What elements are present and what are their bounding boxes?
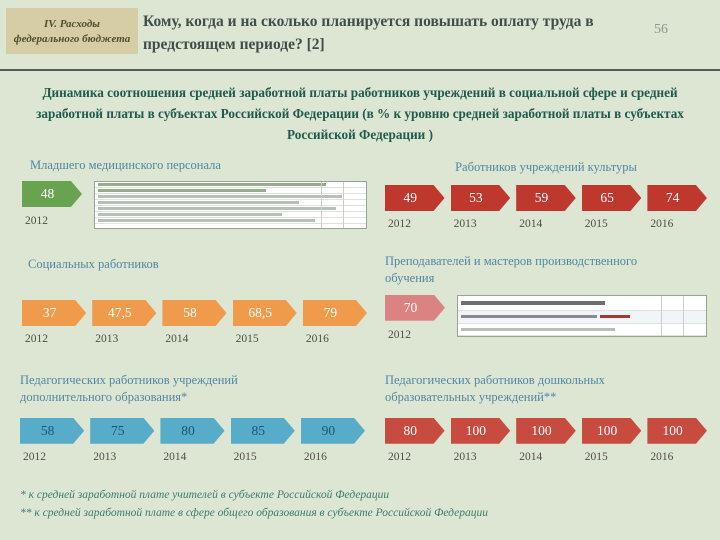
value-label: 80	[181, 422, 195, 438]
year-label: 2014	[519, 218, 543, 230]
value-arrow: 85	[231, 418, 295, 444]
value-label: 79	[323, 305, 338, 320]
value-label: 68,5	[248, 305, 273, 320]
year-label: 2015	[584, 218, 608, 230]
section-heading: Педагогических работников дошкольных обр…	[385, 373, 605, 404]
section-heading: Преподавателей и мастеров производственн…	[385, 254, 638, 285]
value-arrow: 75	[90, 418, 154, 444]
value-label: 100	[662, 422, 683, 438]
value-label: 100	[531, 422, 552, 438]
year-label: 2015	[235, 333, 259, 345]
chart-section-medical: Младшего медицинского персонала 48 2012	[22, 158, 367, 229]
footnotes: * к средней заработной плате учителей в …	[20, 487, 680, 523]
value-arrow: 37	[22, 300, 86, 326]
value-arrow: 48	[22, 181, 82, 207]
value-label: 59	[534, 190, 549, 205]
header-divider	[0, 69, 720, 71]
value-label: 48	[40, 186, 55, 201]
value-arrow: 49	[385, 185, 445, 211]
year-label: 2012	[388, 218, 411, 230]
value-arrow: 100	[647, 418, 707, 444]
value-arrow: 59	[516, 185, 576, 211]
value-arrow: 58	[20, 418, 84, 444]
value-label: 58	[40, 422, 55, 438]
year-label: 2014	[519, 450, 543, 463]
year-label: 2013	[95, 333, 119, 345]
year-label: 2016	[305, 333, 329, 345]
value-label: 90	[321, 422, 336, 438]
value-arrow: 90	[301, 418, 365, 444]
year-label: 2013	[453, 450, 477, 463]
year-label: 2016	[650, 218, 674, 230]
section-heading: Педагогических работников учреждений доп…	[20, 373, 238, 404]
value-label: 65	[600, 190, 614, 205]
value-arrow: 53	[451, 185, 511, 211]
value-label: 53	[469, 190, 483, 205]
year-label: 2012	[23, 450, 46, 463]
year-label: 2013	[93, 450, 117, 463]
slide-title: Кому, когда и на сколько планируется пов…	[143, 13, 594, 54]
value-label: 70	[403, 299, 418, 315]
value-arrow: 47,5	[92, 300, 156, 326]
value-arrow: 65	[582, 185, 642, 211]
value-label: 100	[596, 422, 618, 438]
year-label: 2012	[25, 215, 48, 227]
section-tag: IV. Расходы федерального бюджета	[6, 8, 138, 54]
value-arrow: 80	[385, 418, 445, 444]
value-label: 74	[665, 190, 680, 205]
footnote-1: * к средней заработной плате учителей в …	[20, 489, 390, 501]
value-label: 100	[465, 422, 487, 438]
chart-section-social: Социальных работников 37 47,5 58 68,5 79…	[22, 257, 367, 345]
footnote-2: ** к средней заработной плате в сфере об…	[20, 506, 488, 519]
section-heading: Социальных работников	[28, 257, 159, 271]
section-tag-line2: федерального бюджета	[13, 32, 131, 45]
year-label: 2015	[584, 450, 608, 463]
year-label: 2016	[650, 450, 674, 463]
value-arrow: 80	[160, 418, 224, 444]
year-label: 2012	[25, 333, 48, 345]
value-arrow: 74	[647, 185, 707, 211]
chart-section-culture: Работников учреждений культуры 49 53 59 …	[385, 160, 707, 230]
value-arrow: 58	[162, 300, 226, 326]
value-arrow: 70	[385, 295, 445, 321]
chart-section-preschool-education: Педагогических работников дошкольных обр…	[385, 372, 707, 463]
value-label: 49	[403, 190, 418, 205]
value-arrow: 100	[516, 418, 576, 444]
value-label: 85	[251, 422, 265, 438]
chart-section-supplementary-education: Педагогических работников учреждений доп…	[20, 372, 365, 463]
value-label: 58	[183, 305, 197, 320]
year-label: 2015	[233, 450, 257, 463]
year-label: 2014	[163, 450, 187, 463]
year-label: 2013	[453, 218, 477, 230]
year-label: 2014	[165, 333, 189, 345]
section-heading: Работников учреждений культуры	[455, 160, 637, 174]
value-label: 47,5	[107, 305, 132, 320]
value-label: 37	[42, 305, 57, 320]
embedded-table-image	[94, 181, 367, 229]
value-arrow: 79	[303, 300, 367, 326]
value-arrow: 100	[582, 418, 642, 444]
page-number: 56	[654, 22, 668, 37]
slide-subtitle: Динамика соотношения средней заработной …	[36, 85, 684, 143]
value-label: 80	[403, 422, 418, 438]
year-label: 2016	[303, 450, 327, 463]
section-heading: Младшего медицинского персонала	[30, 158, 221, 172]
embedded-table-image	[457, 294, 707, 337]
chart-section-vocational: Преподавателей и мастеров производственн…	[385, 253, 707, 341]
value-arrow: 100	[451, 418, 511, 444]
value-arrow: 68,5	[233, 300, 297, 326]
value-label: 75	[111, 422, 125, 438]
section-tag-line1: IV. Расходы	[44, 17, 100, 30]
year-label: 2012	[388, 328, 411, 341]
year-label: 2012	[388, 450, 411, 463]
